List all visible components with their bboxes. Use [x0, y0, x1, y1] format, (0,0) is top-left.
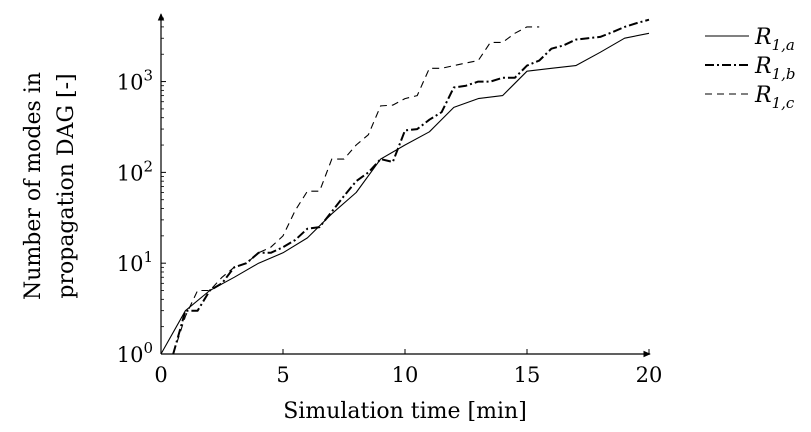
x-tick-label: 0 [154, 363, 167, 387]
x-tick-label: 20 [636, 363, 663, 387]
y-tick-label: 102 [117, 157, 153, 185]
series-line-1-a [160, 32, 650, 355]
x-tick-label: 15 [514, 363, 541, 387]
y-tick-label: 100 [117, 339, 153, 367]
y-axis-title-line: Number of modes in [21, 72, 46, 300]
y-axis-title-line: propagation DAG [-] [54, 73, 79, 298]
x-tick-label: 10 [392, 363, 419, 387]
series-line-1-b [172, 18, 650, 355]
legend-label: R1,b [754, 54, 796, 83]
series-line-1-c [172, 26, 540, 355]
legend-label: R1,a [754, 25, 795, 54]
y-tick-label: 103 [117, 67, 153, 95]
series-layer [160, 18, 650, 355]
legend: R1,aR1,bR1,c [705, 25, 796, 112]
x-tick-label: 5 [276, 363, 289, 387]
y-tick-label: 101 [117, 248, 153, 276]
x-axis: 0 5 10 15 20 [154, 349, 662, 387]
legend-label: R1,c [754, 83, 795, 112]
y-axis-title: Number of modes in propagation DAG [-] [21, 72, 79, 300]
y-axis: 100 101 102 103 [117, 13, 166, 367]
x-axis-title: Simulation time [min] [283, 399, 527, 424]
